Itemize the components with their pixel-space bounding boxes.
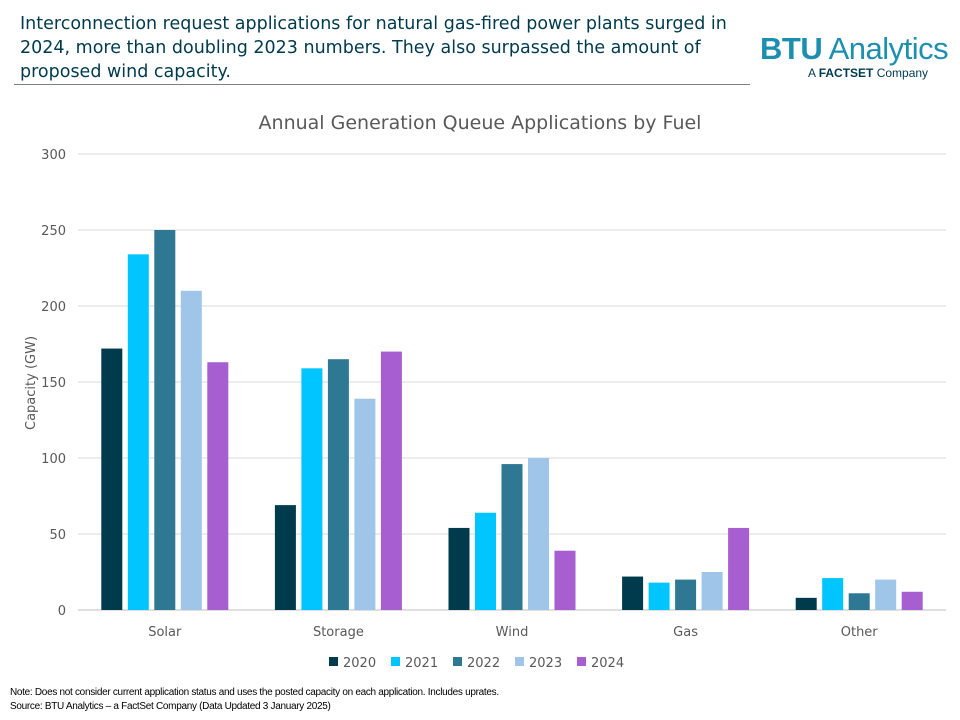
y-tick-label: 250: [41, 224, 66, 239]
y-tick-label: 150: [41, 376, 66, 391]
y-axis-label: Capacity (GW): [24, 336, 39, 430]
bar-other-2022: [848, 593, 870, 610]
legend-swatch-2020: [329, 657, 338, 666]
legend-swatch-2024: [577, 657, 586, 666]
legend-swatch-2022: [453, 657, 462, 666]
bar-storage-2023: [354, 398, 376, 610]
legend-swatch-2023: [515, 657, 524, 666]
headline-divider: [14, 84, 750, 85]
bar-other-2023: [875, 579, 897, 610]
legend-swatch-2021: [391, 657, 400, 666]
bar-gas-2024: [728, 527, 750, 610]
bar-other-2024: [901, 591, 923, 610]
bar-gas-2021: [648, 582, 670, 610]
y-tick-label: 100: [41, 452, 66, 467]
bar-wind-2023: [528, 458, 549, 610]
legend-label-2024: 2024: [591, 656, 624, 671]
x-axis-ticks: Solar Storage Wind Gas Other: [148, 625, 878, 640]
bar-chart: Annual Generation Queue Applications by …: [24, 112, 946, 671]
bar-storage-2024: [380, 351, 402, 610]
footnotes: Note: Does not consider current applicat…: [10, 686, 499, 714]
bar-solar-2022: [154, 230, 176, 610]
bar-other-2021: [822, 578, 844, 610]
x-tick-label: Other: [841, 625, 879, 640]
y-tick-label: 50: [49, 528, 66, 543]
legend-label-2022: 2022: [467, 656, 500, 671]
bars: [101, 230, 923, 610]
y-tick-label: 0: [58, 604, 66, 619]
legend-label-2023: 2023: [529, 656, 562, 671]
source-text: Source: BTU Analytics – a FactSet Compan…: [10, 701, 331, 712]
x-tick-label: Solar: [148, 625, 182, 640]
bar-gas-2023: [701, 572, 723, 610]
bar-other-2020: [795, 597, 817, 610]
bar-storage-2022: [327, 359, 349, 610]
bar-solar-2020: [101, 348, 123, 610]
legend-label-2021: 2021: [405, 656, 438, 671]
bar-wind-2021: [475, 512, 496, 610]
note-text: Note: Does not consider current applicat…: [10, 687, 499, 698]
bar-wind-2020: [448, 527, 470, 610]
bar-gas-2022: [675, 579, 697, 610]
y-tick-label: 200: [41, 300, 66, 315]
logo-tagline-bold: FACTSET: [818, 66, 874, 80]
bar-gas-2020: [622, 576, 644, 610]
legend-label-2020: 2020: [343, 656, 376, 671]
bar-solar-2021: [127, 254, 149, 610]
x-tick-label: Wind: [496, 625, 529, 640]
logo-wordmark: BTU Analytics: [760, 32, 952, 66]
btu-analytics-logo: BTU Analytics A FACTSET Company: [760, 32, 952, 81]
bar-solar-2023: [180, 290, 202, 610]
headline: Interconnection request applications for…: [20, 14, 727, 82]
logo-brand-rest: Analytics: [822, 31, 949, 66]
x-tick-label: Storage: [313, 625, 364, 640]
bar-wind-2022: [501, 464, 523, 610]
x-tick-label: Gas: [673, 625, 698, 640]
y-axis-ticks: 0 50 100 150 200 250 300: [41, 148, 66, 619]
y-tick-label: 300: [41, 148, 66, 163]
bar-storage-2021: [301, 368, 323, 610]
logo-tagline: A FACTSET Company: [808, 66, 952, 80]
logo-tagline-prefix: A: [808, 66, 819, 80]
logo-brand-bold: BTU: [760, 31, 823, 66]
bar-wind-2024: [554, 550, 576, 610]
chart-title: Annual Generation Queue Applications by …: [259, 112, 702, 134]
bar-solar-2024: [207, 362, 229, 610]
bar-storage-2020: [274, 505, 296, 610]
logo-tagline-suffix: Company: [873, 66, 929, 80]
legend: 2020 2021 2022 2023 2024: [329, 656, 624, 671]
